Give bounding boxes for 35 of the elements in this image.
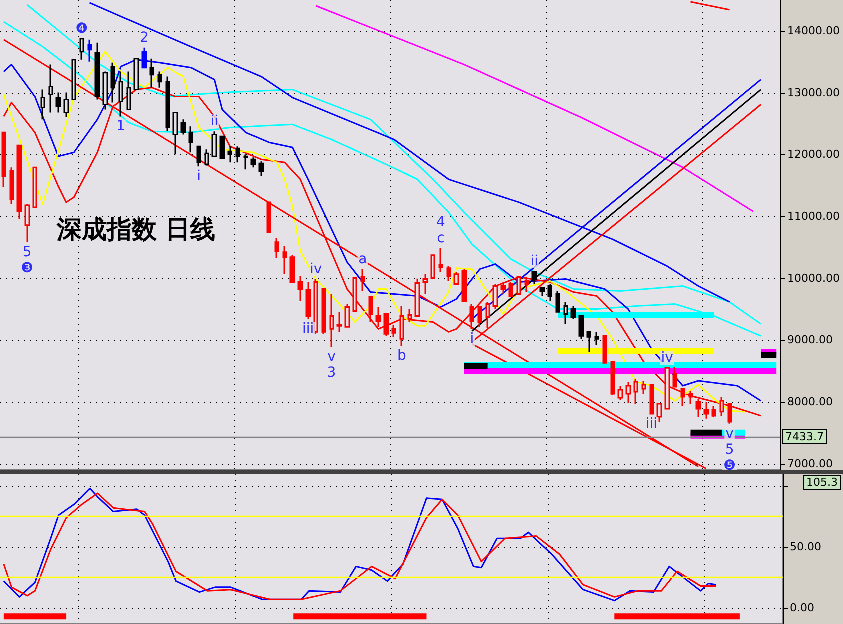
y-tick-label: 10000.00 [788,272,840,285]
annotation: 1 [116,118,126,135]
y-tick-label: 14000.00 [788,24,840,38]
annotation: ❹ [76,20,88,37]
y-tick-label: 11000.00 [788,210,840,223]
annotation: i [470,331,474,348]
annotation: iv [310,261,322,278]
y-tick-label: 50.00 [790,540,822,554]
annotation: 5 [22,244,32,260]
text: 深成指数 日线 [56,215,216,244]
annotation: iii [646,416,658,432]
annotation: a [358,251,368,268]
text: 105.3 [806,476,838,489]
annotation: c [437,230,445,246]
annotation: ❺ [724,458,736,474]
annotation: v [726,426,734,442]
annotation: ❸ [21,260,34,276]
annotation: 5 [725,442,734,458]
y-tick-label: 13000.00 [788,86,840,100]
annotation: 3 [327,365,336,382]
annotation: ii [530,253,539,270]
annotation: iv [661,350,674,366]
y-tick-label: 0.00 [790,602,814,615]
annotation: 4 [436,214,446,230]
annotation: i [197,168,201,185]
y-tick-label: 7000.00 [788,457,834,470]
annotation: ii [210,114,219,130]
y-tick-label: 9000.00 [788,334,834,347]
annotation: iii [302,321,314,338]
annotation: b [398,348,407,364]
y-tick-label: 12000.00 [788,148,840,162]
annotation: v [328,349,336,366]
annotation: 2 [140,30,149,46]
ref-line-label: 7433.7 [786,430,824,444]
y-tick-label: 8000.00 [788,395,834,408]
